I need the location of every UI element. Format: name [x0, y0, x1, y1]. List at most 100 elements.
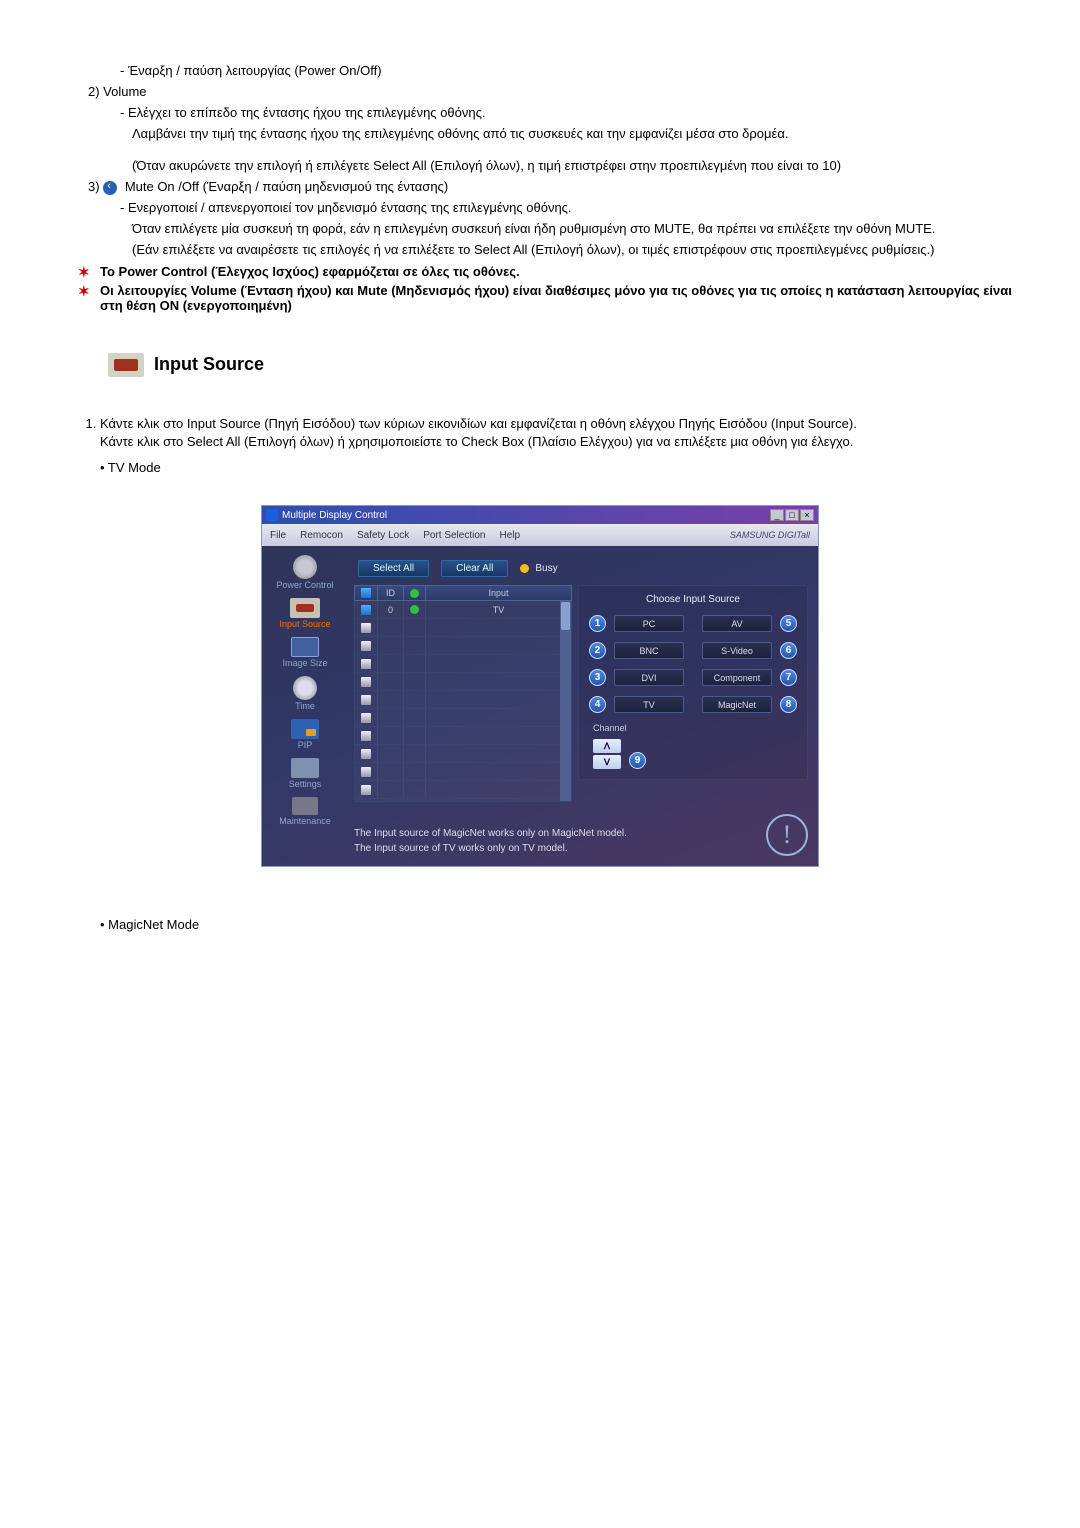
- src-svideo-button[interactable]: S-Video: [702, 642, 772, 659]
- table-row[interactable]: [355, 781, 571, 799]
- row-input: TV: [425, 601, 571, 618]
- select-all-button[interactable]: Select All: [358, 560, 429, 577]
- menu-help[interactable]: Help: [499, 530, 520, 541]
- src-bnc-button[interactable]: BNC: [614, 642, 684, 659]
- row-check[interactable]: [361, 767, 371, 777]
- scrollbar[interactable]: [560, 601, 571, 801]
- menu-file[interactable]: File: [270, 530, 286, 541]
- sidebar-item-time[interactable]: Time: [268, 673, 342, 714]
- maximize-button[interactable]: □: [785, 509, 799, 521]
- row-check[interactable]: [361, 695, 371, 705]
- badge-5: 5: [780, 615, 797, 632]
- src-dvi-button[interactable]: DVI: [614, 669, 684, 686]
- row-check[interactable]: [361, 677, 371, 687]
- close-button[interactable]: ×: [800, 509, 814, 521]
- footnote-line-1: The Input source of MagicNet works only …: [354, 826, 627, 841]
- badge-1: 1: [589, 615, 606, 632]
- label-3: 3): [88, 179, 100, 194]
- sidebar-item-maintenance[interactable]: Maintenance: [268, 794, 342, 829]
- row-check[interactable]: [361, 623, 371, 633]
- step-1b-text: Κάντε κλικ στο Select All (Επιλογή όλων)…: [100, 434, 853, 449]
- table-row[interactable]: [355, 619, 571, 637]
- src-magicnet-button[interactable]: MagicNet: [702, 696, 772, 713]
- time-icon: [293, 676, 317, 700]
- pip-icon: [291, 719, 319, 739]
- table-row[interactable]: [355, 727, 571, 745]
- row-check[interactable]: [361, 659, 371, 669]
- src-pc-button[interactable]: PC: [614, 615, 684, 632]
- table-row[interactable]: [355, 691, 571, 709]
- menu-remocon[interactable]: Remocon: [300, 530, 343, 541]
- minimize-button[interactable]: _: [770, 509, 784, 521]
- line-mute-desc: - Ενεργοποιεί / απενεργοποιεί τον μηδενι…: [60, 199, 1020, 218]
- clear-all-button[interactable]: Clear All: [441, 560, 508, 577]
- star-note-2: ✶ Οι λειτουργίες Volume (Ένταση ήχου) κα…: [60, 283, 1020, 313]
- header-id: ID: [377, 586, 403, 600]
- window-title: Multiple Display Control: [282, 510, 387, 521]
- star-note-1-text: Το Power Control (Έλεγχος Ισχύος) εφαρμό…: [100, 264, 520, 279]
- menubar: File Remocon Safety Lock Port Selection …: [262, 524, 818, 546]
- settings-icon: [291, 758, 319, 778]
- mdc-window: Multiple Display Control _ □ × File Remo…: [261, 505, 819, 867]
- table-row[interactable]: [355, 673, 571, 691]
- table-row[interactable]: [355, 655, 571, 673]
- busy-label: Busy: [535, 563, 557, 574]
- screenshot-wrap: Multiple Display Control _ □ × File Remo…: [60, 505, 1020, 867]
- table-row[interactable]: 0 TV: [355, 601, 571, 619]
- titlebar: Multiple Display Control _ □ ×: [262, 506, 818, 524]
- sidebar-item-power-control[interactable]: Power Control: [268, 552, 342, 593]
- bullet-tv-mode: • TV Mode: [100, 460, 1020, 475]
- row-check[interactable]: [361, 605, 371, 615]
- row-check[interactable]: [361, 749, 371, 759]
- header-check[interactable]: [355, 586, 377, 600]
- header-status: [403, 586, 425, 600]
- row-check[interactable]: [361, 785, 371, 795]
- choose-input-source-label: Choose Input Source: [589, 594, 797, 605]
- channel-down-button[interactable]: ᐯ: [593, 755, 621, 769]
- line-power-onoff: - Έναρξη / παύση λειτουργίας (Power On/O…: [60, 62, 1020, 81]
- star-icon: ✶: [78, 283, 90, 300]
- input-source-icon: [108, 353, 144, 377]
- menu-port-selection[interactable]: Port Selection: [423, 530, 485, 541]
- sidebar-item-input-source[interactable]: Input Source: [268, 595, 342, 632]
- src-component-button[interactable]: Component: [702, 669, 772, 686]
- line-volume-desc: - Ελέγχει το επίπεδο της έντασης ήχου τη…: [60, 104, 1020, 123]
- table-row[interactable]: [355, 763, 571, 781]
- sidebar-item-image-size[interactable]: Image Size: [268, 634, 342, 671]
- row-check[interactable]: [361, 731, 371, 741]
- window-body: Power Control Input Source Image Size Ti…: [262, 546, 818, 866]
- sidebar-item-label: Input Source: [279, 619, 330, 629]
- sidebar: Power Control Input Source Image Size Ti…: [262, 546, 348, 866]
- channel-block: Channel ᐱ ᐯ 9: [589, 723, 797, 769]
- maintenance-icon: [292, 797, 318, 815]
- steps-list: Κάντε κλικ στο Input Source (Πηγή Εισόδο…: [60, 415, 1020, 453]
- src-tv-button[interactable]: TV: [614, 696, 684, 713]
- menu-safety-lock[interactable]: Safety Lock: [357, 530, 409, 541]
- sidebar-item-settings[interactable]: Settings: [268, 755, 342, 792]
- bullet-magicnet-mode: • MagicNet Mode: [100, 917, 1020, 932]
- row-check[interactable]: [361, 713, 371, 723]
- star-icon: ✶: [78, 264, 90, 281]
- table-row[interactable]: [355, 637, 571, 655]
- line-volume-head: 2) Volume: [60, 83, 1020, 102]
- sidebar-item-label: Image Size: [282, 658, 327, 668]
- window-buttons: _ □ ×: [770, 509, 814, 521]
- sidebar-item-pip[interactable]: PIP: [268, 716, 342, 753]
- input-source-icon: [290, 598, 320, 618]
- badge-9: 9: [629, 752, 646, 769]
- sidebar-item-label: Time: [295, 701, 315, 711]
- star-note-2-text: Οι λειτουργίες Volume (Ένταση ήχου) και …: [100, 283, 1012, 313]
- channel-up-button[interactable]: ᐱ: [593, 739, 621, 753]
- right-pane: Choose Input Source 1PC 2BNC 3DVI 4TV: [578, 585, 808, 802]
- table-row[interactable]: [355, 709, 571, 727]
- scroll-thumb[interactable]: [561, 602, 570, 630]
- image-size-icon: [291, 637, 319, 657]
- line-mute-detail: Όταν επιλέγετε μία συσκευή τη φορά, εάν …: [60, 220, 1020, 239]
- table-row[interactable]: [355, 745, 571, 763]
- brand-label: SAMSUNG DIGITall: [730, 530, 810, 540]
- src-av-button[interactable]: AV: [702, 615, 772, 632]
- row-check[interactable]: [361, 641, 371, 651]
- step-1: Κάντε κλικ στο Input Source (Πηγή Εισόδο…: [100, 415, 1020, 453]
- badge-3: 3: [589, 669, 606, 686]
- line-mute-head: 3) Mute On /Off (Έναρξη / παύση μηδενισμ…: [60, 178, 1020, 197]
